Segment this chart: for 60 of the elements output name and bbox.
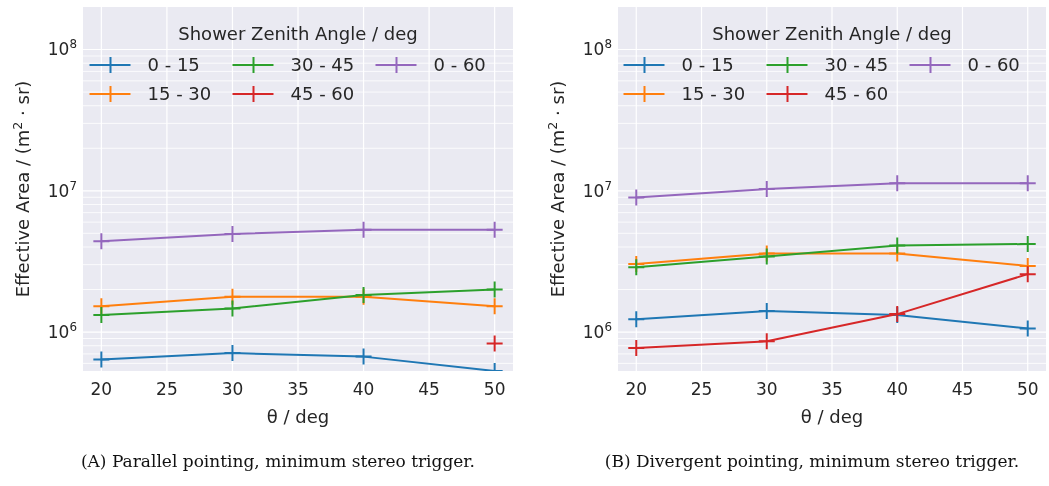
point — [757, 179, 776, 198]
text: (B) Divergent pointing, minimum stereo trigger. — [604, 451, 1020, 471]
y-tick-label: 10$^{7}$ — [582, 178, 612, 201]
x-tick-label: 25 — [156, 379, 178, 399]
point — [757, 332, 776, 351]
y-tick-label: 10$^{8}$ — [582, 37, 612, 60]
legend-label: 0 - 60 — [433, 54, 486, 76]
x-tick-label: 40 — [352, 379, 375, 399]
point — [1018, 174, 1037, 193]
legend-title: Shower Zenith Angle / deg — [178, 23, 418, 44]
y-tick-label: 10$^{8}$ — [47, 37, 77, 60]
point — [627, 339, 646, 358]
point — [223, 344, 242, 363]
x-tick-label: 50 — [483, 379, 506, 399]
legend-title: Shower Zenith Angle / deg — [712, 23, 952, 44]
legend-label: 0 - 15 — [681, 54, 734, 76]
x-tick-label: 45 — [951, 379, 974, 399]
point — [627, 310, 646, 329]
point — [757, 301, 776, 320]
x-tick-label: 45 — [418, 379, 440, 399]
point — [223, 224, 242, 243]
x-tick-label: 50 — [1016, 379, 1039, 399]
point — [92, 350, 111, 369]
x-tick-label: 20 — [625, 379, 648, 399]
x-tick-label: 35 — [821, 379, 843, 399]
point — [888, 174, 907, 193]
point — [485, 297, 504, 316]
x-tick-label: 40 — [886, 379, 909, 399]
x-axis-title: θ / deg — [266, 406, 330, 427]
point — [1018, 319, 1037, 338]
point — [485, 280, 504, 299]
x-tick-label: 25 — [690, 379, 713, 399]
legend-label: 45 - 60 — [824, 83, 889, 105]
point — [223, 299, 242, 318]
legend-label: 30 - 45 — [290, 54, 355, 76]
legend-label: 45 - 60 — [290, 83, 355, 105]
legend-label: 15 - 30 — [681, 83, 746, 105]
x-tick-label: 30 — [755, 379, 778, 399]
x-tick-label: 20 — [90, 379, 113, 399]
y-tick-label: 10$^{6}$ — [47, 320, 77, 342]
point — [354, 220, 373, 239]
x-axis-title: θ / deg — [800, 406, 864, 427]
legend-label: 30 - 45 — [824, 54, 889, 76]
x-tick-label: 30 — [221, 379, 244, 399]
x-tick-label: 35 — [287, 379, 309, 399]
point — [485, 220, 504, 239]
text: (A) Parallel pointing, minimum stereo trigger. — [80, 451, 476, 471]
point — [1018, 235, 1037, 254]
y-tick-label: 10$^{7}$ — [47, 178, 77, 201]
point — [354, 347, 373, 366]
legend-label: 0 - 60 — [967, 54, 1020, 76]
y-tick-label: 10$^{6}$ — [582, 320, 612, 342]
point — [92, 232, 111, 251]
point — [485, 334, 504, 353]
legend-label: 15 - 30 — [147, 83, 212, 105]
legend-label: 0 - 15 — [147, 54, 200, 76]
point — [92, 306, 111, 325]
point — [888, 236, 907, 255]
point — [1018, 265, 1037, 284]
point — [627, 188, 646, 207]
